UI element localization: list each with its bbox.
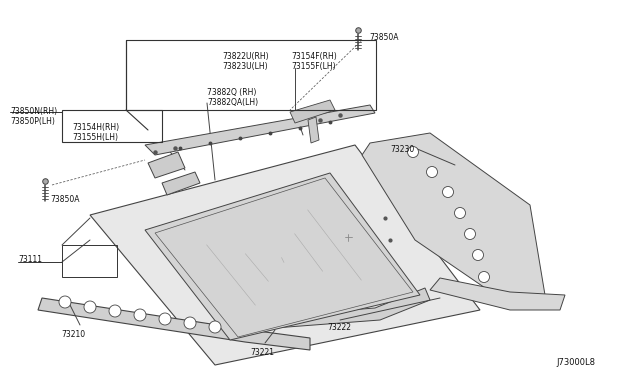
Circle shape: [159, 313, 171, 325]
Text: 73850A: 73850A: [369, 33, 399, 42]
Text: 73154H(RH): 73154H(RH): [72, 123, 119, 132]
Text: 73850N(RH): 73850N(RH): [10, 107, 57, 116]
Polygon shape: [245, 288, 430, 330]
Polygon shape: [362, 133, 545, 305]
Bar: [126, 40, 376, 110]
Text: 73221: 73221: [250, 348, 274, 357]
Text: 73210: 73210: [61, 330, 85, 339]
Polygon shape: [162, 172, 200, 195]
Circle shape: [426, 167, 438, 177]
Text: 73111: 73111: [18, 255, 42, 264]
Text: 73882Q (RH): 73882Q (RH): [207, 88, 257, 97]
Text: 73222: 73222: [327, 323, 351, 332]
Text: 73822U(RH): 73822U(RH): [222, 52, 269, 61]
Text: 73823U(LH): 73823U(LH): [222, 62, 268, 71]
Bar: [62, 110, 162, 142]
Circle shape: [472, 250, 483, 260]
Bar: [62, 245, 117, 277]
Text: 73155F(LH): 73155F(LH): [291, 62, 335, 71]
Polygon shape: [145, 173, 420, 340]
Polygon shape: [90, 145, 480, 365]
Circle shape: [454, 208, 465, 218]
Circle shape: [209, 321, 221, 333]
Text: 73154F(RH): 73154F(RH): [291, 52, 337, 61]
Text: J73000L8: J73000L8: [556, 358, 595, 367]
Polygon shape: [148, 152, 185, 178]
Polygon shape: [38, 298, 310, 350]
Text: 73850A: 73850A: [50, 195, 79, 204]
Text: 73882QA(LH): 73882QA(LH): [207, 98, 258, 107]
Polygon shape: [145, 105, 375, 155]
Polygon shape: [290, 100, 335, 123]
Circle shape: [442, 186, 454, 198]
Circle shape: [109, 305, 121, 317]
Circle shape: [84, 301, 96, 313]
Circle shape: [479, 272, 490, 282]
Circle shape: [134, 309, 146, 321]
Circle shape: [184, 317, 196, 329]
Polygon shape: [430, 278, 565, 310]
Text: 73850P(LH): 73850P(LH): [10, 117, 55, 126]
Text: 73230: 73230: [390, 145, 414, 154]
Circle shape: [465, 228, 476, 240]
Circle shape: [59, 296, 71, 308]
Polygon shape: [308, 117, 319, 143]
Text: 73155H(LH): 73155H(LH): [72, 133, 118, 142]
Circle shape: [408, 147, 419, 157]
